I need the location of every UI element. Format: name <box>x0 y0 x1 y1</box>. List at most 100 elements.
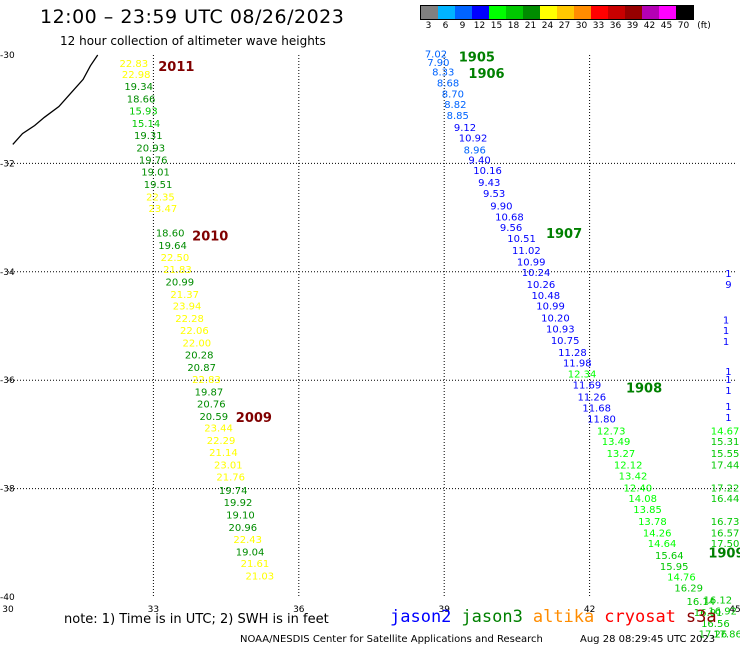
wave-height-value: 8.82 <box>444 100 466 111</box>
wave-height-value: 17.86 <box>713 630 740 641</box>
legend-swatch <box>676 6 693 19</box>
legend-swatch <box>438 6 455 19</box>
wave-height-value: 21.03 <box>245 572 274 583</box>
satellite-cryosat: cryosat <box>604 607 676 627</box>
legend-label: 21 <box>524 21 537 31</box>
wave-height-value: 11.28 <box>558 348 587 359</box>
legend-label: 36 <box>609 21 622 31</box>
wave-height-value: 21.14 <box>209 448 238 459</box>
pass-label: 2010 <box>192 230 228 245</box>
wave-height-value: 19.76 <box>139 155 168 166</box>
wave-height-value: 12.73 <box>597 426 626 437</box>
wave-height-value: 17.44 <box>711 461 740 472</box>
wave-height-value: 19.87 <box>195 387 224 398</box>
satellite-s3a: s3a <box>685 607 717 627</box>
legend-swatch <box>659 6 676 19</box>
wave-height-value: 1 <box>725 375 731 386</box>
wave-height-value: 20.76 <box>197 399 226 410</box>
wave-height-value: 16.14 <box>687 597 716 608</box>
legend-label: 24 <box>541 21 554 31</box>
wave-height-value: 16.57 <box>711 528 740 539</box>
wave-height-value: 8.33 <box>432 68 454 79</box>
wave-height-value: 1 <box>725 402 731 413</box>
wave-height-value: 12.12 <box>614 461 643 472</box>
wave-height-value: 8.70 <box>442 89 464 100</box>
wave-height-value: 9.40 <box>468 155 490 166</box>
wave-height-value: 22.00 <box>182 339 211 350</box>
wave-height-value: 21.61 <box>241 559 270 570</box>
pass-label: 1905 <box>459 51 495 66</box>
legend-unit: (ft) <box>697 21 711 31</box>
wave-height-value: 1 <box>725 386 731 397</box>
wave-height-value: 13.85 <box>633 505 662 516</box>
satellite-legend: jason2 jason3 altika cryosat s3a <box>390 607 727 627</box>
wave-height-value: 19.74 <box>219 486 248 497</box>
legend-label: 15 <box>490 21 503 31</box>
wave-height-value: 10.99 <box>536 302 565 313</box>
wave-height-value: 9.53 <box>483 189 505 200</box>
coastline <box>12 54 99 145</box>
wave-height-value: 13.78 <box>638 517 667 528</box>
legend-label: 3 <box>425 21 432 31</box>
wave-height-value: 19.04 <box>236 547 265 558</box>
wave-height-value: 20.59 <box>199 412 228 423</box>
wave-height-value: 10.92 <box>459 134 488 145</box>
wave-height-value: 16.56 <box>701 619 730 630</box>
coastline-path <box>12 54 99 145</box>
page-subtitle: 12 hour collection of altimeter wave hei… <box>60 34 326 48</box>
wave-height-value: 10.99 <box>517 257 546 268</box>
legend-swatch <box>608 6 625 19</box>
legend-swatch <box>540 6 557 19</box>
wave-height-value: 10.16 <box>473 166 502 177</box>
wave-height-value: 12.34 <box>568 369 597 380</box>
wave-height-value: 15.64 <box>655 551 684 562</box>
pass-label: 2011 <box>158 60 194 75</box>
wave-height-value: 14.64 <box>648 539 677 550</box>
wave-height-value: 10.20 <box>541 314 570 325</box>
wave-height-value: 9.56 <box>500 223 522 234</box>
wave-height-value: 15.55 <box>711 449 740 460</box>
wave-height-value: 15.93 <box>129 107 158 118</box>
map-grid <box>8 55 735 597</box>
wave-height-value: 8.85 <box>447 111 469 122</box>
x-tick-label: 45 <box>729 605 740 615</box>
satellite-altika: altika <box>532 607 595 627</box>
pass-label: 1906 <box>468 67 504 82</box>
wave-height-value: 19.64 <box>158 241 187 252</box>
wave-height-value: 19.51 <box>144 180 173 191</box>
legend-swatch <box>523 6 540 19</box>
footer-note: note: 1) Time is in UTC; 2) SWH is in fe… <box>64 612 329 627</box>
wave-height-value: 16.91 <box>694 608 723 619</box>
wave-height-value: 19.01 <box>141 167 170 178</box>
wave-height-value: 15.95 <box>660 562 689 573</box>
wave-height-value: 12.40 <box>624 483 653 494</box>
legend-swatch <box>574 6 591 19</box>
wave-height-value: 1 <box>723 337 729 348</box>
wave-height-value: 1 <box>725 413 731 424</box>
y-tick-label: -30 <box>0 51 15 61</box>
wave-height-value: 23.94 <box>173 302 202 313</box>
wave-height-value: 1 <box>725 269 731 280</box>
wave-height-value: 22.06 <box>180 326 209 337</box>
wave-height-value: 20.87 <box>187 363 216 374</box>
footer-credit: NOAA/NESDIS Center for Satellite Applica… <box>240 634 543 645</box>
wave-height-value: 8.68 <box>437 78 459 89</box>
wave-height-value: 22.28 <box>175 314 204 325</box>
color-legend: 3 6 9 12 15 18 21 24 27 30 33 36 39 42 45 70 (ft) <box>420 5 711 34</box>
legend-swatch <box>642 6 659 19</box>
x-tick-label: 39 <box>438 605 450 615</box>
legend-label: 9 <box>459 21 466 31</box>
wave-height-value: 17.26 <box>699 630 728 641</box>
legend-label: 70 <box>677 21 690 31</box>
legend-label: 42 <box>643 21 656 31</box>
wave-height-value: 17.50 <box>711 539 740 550</box>
wave-height-value: 20.99 <box>166 277 195 288</box>
legend-swatch <box>506 6 523 19</box>
wave-height-value: 9.90 <box>490 201 512 212</box>
y-tick-label: -40 <box>0 593 15 603</box>
wave-height-value: 19.34 <box>124 82 153 93</box>
legend-label: 6 <box>442 21 449 31</box>
legend-swatch <box>455 6 472 19</box>
